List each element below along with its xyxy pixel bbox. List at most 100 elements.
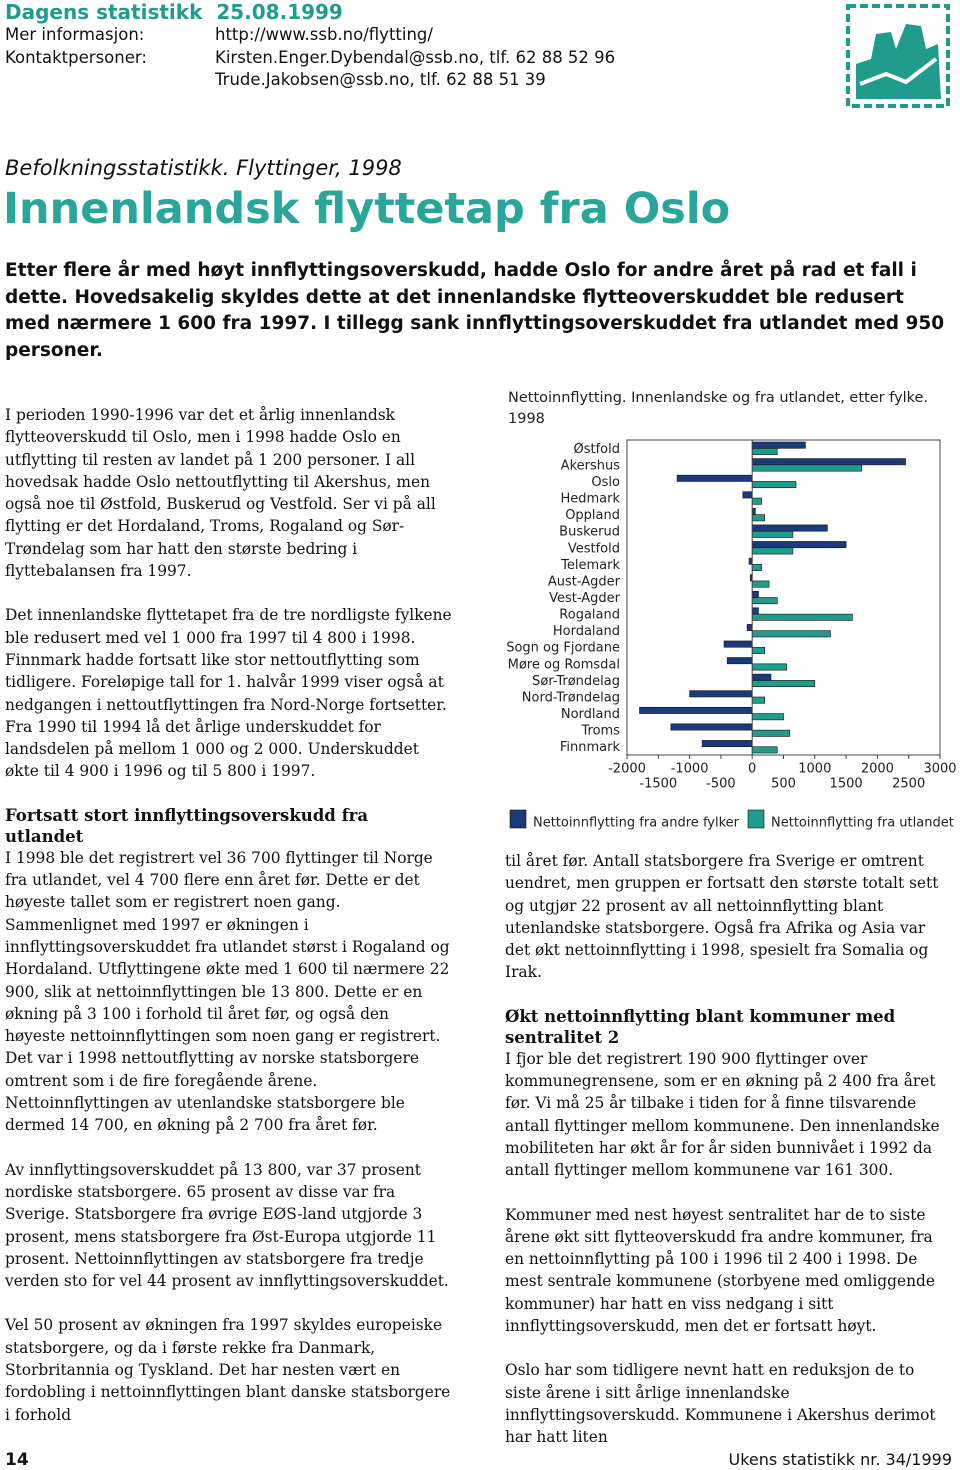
category-label: Hedmark (560, 492, 620, 507)
contact: Kirsten.Enger.Dybendal@ssb.no, tlf. 62 8… (215, 47, 616, 67)
page-number: 14 (5, 1450, 29, 1470)
bar (751, 746, 778, 754)
category-label: Hordaland (553, 624, 620, 639)
header-date: 25.08.1999 (216, 0, 343, 24)
bar (676, 474, 753, 482)
x-tick-label: -1500 (639, 777, 677, 792)
category-label: Vest-Agder (549, 591, 621, 606)
bar (751, 663, 787, 671)
heading: Fortsatt stort innflyttingsoverskudd fra… (5, 805, 369, 846)
category-label: Nordland (561, 707, 620, 722)
bar (751, 564, 762, 571)
info-labels: Mer informasjon: Kontaktpersoner: (5, 24, 147, 69)
category-label: Buskerud (559, 525, 620, 540)
category-label: Finnmark (560, 740, 621, 755)
bar (751, 458, 906, 466)
info-label: Mer informasjon: (5, 25, 145, 44)
category-label: Oslo (591, 475, 620, 490)
bar (751, 514, 766, 522)
bar (751, 597, 778, 605)
paragraph: Vel 50 prosent av økningen fra 1997 skyl… (5, 1316, 451, 1424)
category-label: Troms (581, 724, 621, 739)
bar (751, 497, 762, 505)
bar (751, 547, 794, 555)
bar (751, 541, 847, 549)
bar (670, 723, 753, 731)
x-tick-label: 0 (748, 762, 756, 777)
chart: -2000-1500-1000-500 0 50010001500200025003… (506, 439, 957, 831)
paragraph: Oslo har som tidligere nevnt hatt en red… (505, 1361, 936, 1447)
x-tick-label: -1000 (671, 762, 709, 777)
bar (751, 524, 828, 532)
paragraph: til året før. Antall statsborgere fra Sv… (505, 852, 939, 982)
x-tick-label: 2000 (861, 762, 894, 777)
info-values: http://www.ssb.no/flytting/Kirsten.Enger… (215, 24, 615, 92)
legend-swatch (747, 809, 765, 829)
bar (751, 441, 806, 449)
category-label: Aust-Agder (548, 574, 621, 589)
paragraph: I 1998 ble det registrert vel 36 700 fly… (5, 848, 450, 1135)
bar (751, 607, 759, 615)
paragraph: Av innflyttingsoverskuddet på 13 800, va… (5, 1160, 449, 1291)
logo (846, 4, 950, 108)
category-label: Oppland (565, 508, 620, 523)
x-tick-label: 1000 (798, 762, 831, 777)
bar (723, 640, 753, 648)
publication: Ukens statistikk nr. 34/1999 (728, 1450, 952, 1469)
category-label: Nord-Trøndelag (522, 690, 620, 705)
legend-label: Nettoinnflytting fra andre fylker (533, 816, 740, 831)
bar (726, 657, 753, 665)
left-column: I perioden 1990-1996 var det et årlig in… (5, 382, 452, 1426)
contact: Trude.Jakobsen@ssb.no, tlf. 62 88 51 39 (215, 70, 546, 89)
bar (751, 613, 853, 621)
info-url[interactable]: http://www.ssb.no/flytting/ (215, 25, 433, 44)
bar (751, 696, 766, 704)
category-label: Telemark (560, 558, 620, 573)
x-tick-label: 2500 (892, 777, 925, 792)
category-label: Sogn og Fjordane (506, 641, 620, 656)
category-label: Møre og Romsdal (508, 657, 620, 672)
bar (751, 530, 794, 538)
bar (751, 630, 831, 638)
paragraph: I fjor ble det registrert 190 900 flytti… (505, 1049, 940, 1180)
category-label: Østfold (574, 442, 621, 457)
paragraph: Det innenlandske flyttetapet fra de tre … (5, 606, 452, 781)
legend-label: Nettoinnflytting fra utlandet (771, 816, 954, 831)
kicker: Befolkningsstatistikk. Flyttinger, 1998 (5, 156, 402, 180)
header-title: Dagens statistikk (5, 0, 203, 24)
bar (751, 580, 770, 588)
bar (751, 680, 816, 688)
bar (751, 673, 772, 681)
article-title: Innenlandsk flyttetap fra Oslo (3, 184, 731, 234)
bar (639, 706, 753, 714)
x-tick-label: 3000 (923, 762, 956, 777)
bar (751, 447, 778, 455)
bar (751, 464, 863, 472)
x-tick-label: 1500 (830, 777, 863, 792)
category-label: Sør-Trøndelag (532, 674, 620, 689)
contact-label: Kontaktpersoner: (5, 47, 147, 67)
bar (701, 740, 753, 748)
bar (751, 646, 766, 654)
x-tick-label: -500 (706, 777, 736, 792)
bar (751, 713, 784, 721)
chart-title: Nettoinnflytting. Innenlandske og fra ut… (508, 390, 929, 427)
lead: Etter flere år med høyt innflyttingsover… (5, 260, 945, 361)
bar (746, 624, 753, 631)
bar (751, 481, 797, 489)
bar (689, 690, 753, 698)
right-column: til året før. Antall statsborgere fra Sv… (505, 850, 952, 1449)
paragraph: I perioden 1990-1996 var det et årlig in… (5, 406, 436, 581)
paragraph: Kommuner med nest høyest sentralitet har… (505, 1205, 935, 1336)
legend-swatch (509, 809, 527, 829)
x-tick-label: -2000 (608, 762, 646, 777)
category-label: Akershus (561, 458, 621, 473)
x-tick-label: 500 (771, 777, 796, 792)
category-label: Vestfold (568, 541, 620, 556)
bar (751, 729, 791, 737)
heading: Økt nettoinnflytting blant kommuner med … (505, 1006, 896, 1047)
bar (751, 590, 759, 598)
category-label: Rogaland (559, 608, 620, 623)
header-title-row: Dagens statistikk 25.08.1999 (5, 0, 343, 24)
